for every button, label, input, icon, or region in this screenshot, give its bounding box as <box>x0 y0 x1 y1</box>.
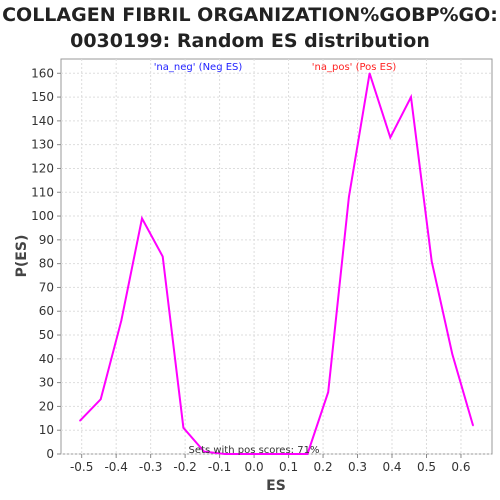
y-tick-label: 120 <box>31 161 54 175</box>
y-axis-label: P(ES) <box>14 235 30 278</box>
x-tick-label: 0.3 <box>348 460 367 474</box>
y-tick-label: 80 <box>39 257 54 271</box>
data-point <box>162 256 164 258</box>
x-tick-label: 0.6 <box>451 460 470 474</box>
y-tick-label: 10 <box>39 423 54 437</box>
data-point <box>121 320 123 322</box>
x-tick-label: -0.1 <box>208 460 231 474</box>
y-tick-label: 130 <box>31 138 54 152</box>
x-tick-label: 0.0 <box>245 460 264 474</box>
y-tick-label: 140 <box>31 114 54 128</box>
data-point <box>431 260 433 262</box>
x-tick-label: -0.5 <box>70 460 93 474</box>
pos-scores-annotation: Sets with pos scores: 71% <box>189 445 320 456</box>
x-tick-label: 0.2 <box>314 460 333 474</box>
x-tick-label: 0.5 <box>417 460 436 474</box>
data-point <box>79 420 81 422</box>
legend-pos: 'na_pos' (Pos ES) <box>312 62 397 73</box>
y-tick-label: 90 <box>39 233 54 247</box>
data-point <box>389 137 391 139</box>
y-tick-label: 110 <box>31 185 54 199</box>
y-tick-label: 0 <box>46 447 54 461</box>
y-tick-label: 150 <box>31 90 54 104</box>
x-tick-label: -0.4 <box>104 460 127 474</box>
y-tick-label: 60 <box>39 304 54 318</box>
data-point <box>100 398 102 400</box>
y-tick-label: 160 <box>31 66 54 80</box>
x-axis-label: ES <box>266 478 286 494</box>
x-tick-label: -0.2 <box>173 460 196 474</box>
data-point <box>348 196 350 198</box>
x-tick-label: 0.4 <box>382 460 401 474</box>
plot-area <box>61 59 492 454</box>
data-point <box>452 353 454 355</box>
data-point <box>327 391 329 393</box>
legend-neg: 'na_neg' (Neg ES) <box>154 62 243 73</box>
data-point <box>183 427 185 429</box>
y-tick-label: 40 <box>39 352 54 366</box>
y-tick-label: 20 <box>39 399 54 413</box>
y-tick-label: 100 <box>31 209 54 223</box>
data-point <box>472 425 474 427</box>
y-tick-label: 50 <box>39 328 54 342</box>
x-tick-label: 0.1 <box>279 460 298 474</box>
data-point <box>410 96 412 98</box>
y-tick-label: 70 <box>39 280 54 294</box>
y-tick-label: 30 <box>39 376 54 390</box>
data-point <box>141 218 143 220</box>
x-tick-label: -0.3 <box>139 460 162 474</box>
